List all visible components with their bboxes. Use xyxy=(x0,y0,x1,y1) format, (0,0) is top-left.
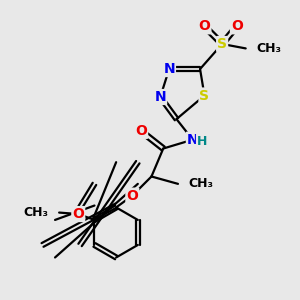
Text: CH₃: CH₃ xyxy=(188,177,213,190)
Text: S: S xyxy=(200,88,209,103)
Text: O: O xyxy=(126,189,138,202)
Text: H: H xyxy=(197,135,207,148)
Text: O: O xyxy=(72,207,84,221)
Text: N: N xyxy=(163,62,175,76)
Text: O: O xyxy=(199,19,210,33)
Text: O: O xyxy=(231,19,243,33)
Text: O: O xyxy=(135,124,147,138)
Text: N: N xyxy=(154,90,166,104)
Text: CH₃: CH₃ xyxy=(24,206,49,219)
Text: CH₃: CH₃ xyxy=(256,42,281,55)
Text: S: S xyxy=(217,37,227,51)
Text: N: N xyxy=(187,133,199,147)
